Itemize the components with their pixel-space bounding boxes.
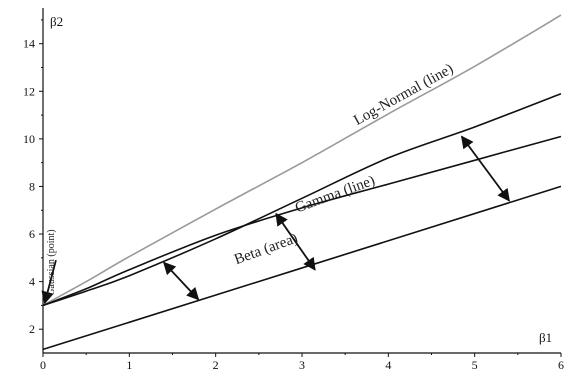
y-tick-label: 8 xyxy=(29,179,35,193)
x-tick-label: 5 xyxy=(472,358,478,372)
series-line-1 xyxy=(42,92,562,307)
x-tick-label: 2 xyxy=(213,358,219,372)
x-tick-label: 4 xyxy=(385,358,391,372)
annotation-label: Gamma (line) xyxy=(293,173,377,217)
y-tick-label: 6 xyxy=(29,227,35,241)
gaussian-arrow xyxy=(41,259,57,305)
double-arrow-1 xyxy=(275,212,316,271)
y-tick-label: 4 xyxy=(29,275,35,289)
y-tick-label: 12 xyxy=(23,84,35,98)
y-tick-label: 10 xyxy=(23,132,35,146)
arrows-layer xyxy=(41,135,510,305)
double-arrow-0 xyxy=(163,261,200,301)
x-tick-label: 0 xyxy=(40,358,46,372)
x-axis-label: β1 xyxy=(539,330,552,345)
labels-layer: Log-Normal (line) Gamma (line) Beta (area)… xyxy=(46,61,456,296)
x-tick-label: 1 xyxy=(126,358,132,372)
double-arrow-2 xyxy=(460,135,510,202)
y-axis-label: β2 xyxy=(50,14,63,29)
series-layer xyxy=(42,14,562,351)
x-tick-label: 6 xyxy=(558,358,564,372)
y-tick-label: 14 xyxy=(23,37,35,51)
series-line-0 xyxy=(42,14,562,307)
annotation-label: Beta (area) xyxy=(232,230,300,268)
annotation-label: Log-Normal (line) xyxy=(351,61,456,129)
y-tick-label: 2 xyxy=(29,322,35,336)
annotation-label: Gaussian (point) xyxy=(46,229,57,295)
x-tick-label: 3 xyxy=(299,358,305,372)
